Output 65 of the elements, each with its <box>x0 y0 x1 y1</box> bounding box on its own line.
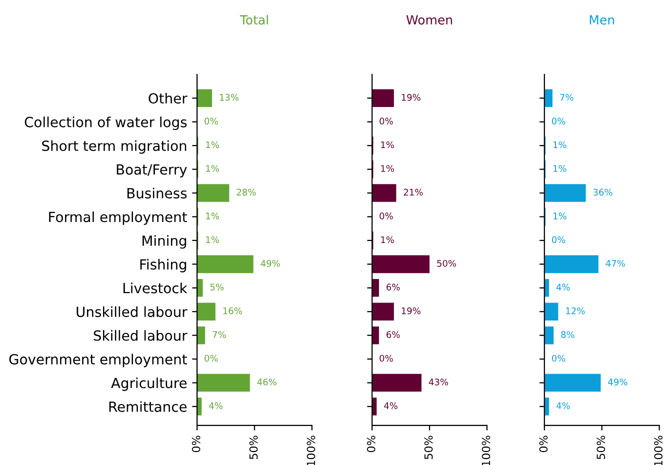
data-label: 8% <box>561 331 574 338</box>
data-label: 7% <box>560 94 574 101</box>
data-label: 49% <box>260 260 280 267</box>
data-label: 1% <box>381 236 394 244</box>
data-label: 28% <box>236 188 256 196</box>
y-tick-label: Business <box>127 188 187 198</box>
data-label: 43% <box>428 378 448 386</box>
y-tick-label: Government employment <box>9 354 188 368</box>
data-label: 4% <box>556 402 570 410</box>
y-tick-label: Formal employment <box>49 211 188 225</box>
data-label: 0% <box>552 354 566 362</box>
y-tick-label: Mining <box>142 235 186 249</box>
data-label: 1% <box>381 141 394 148</box>
x-tick-label: 0% <box>192 436 200 452</box>
y-tick-label: Unskilled labour <box>76 306 188 318</box>
data-label: 0% <box>204 354 218 362</box>
data-label: 0% <box>380 212 393 220</box>
data-label: 1% <box>554 141 566 148</box>
chart-title: Women <box>406 15 452 25</box>
data-label: 47% <box>606 260 625 267</box>
data-label: 6% <box>386 331 400 338</box>
data-label: 6% <box>386 284 400 291</box>
y-tick-label: Skilled labour <box>94 330 188 341</box>
data-label: 13% <box>220 94 239 101</box>
y-tick-label: Livestock <box>123 282 188 294</box>
y-tick-label: Short term migration <box>42 140 186 154</box>
y-tick-label: Boat/Ferry <box>116 164 187 178</box>
data-label: 4% <box>556 284 570 291</box>
data-label: 4% <box>209 402 222 410</box>
data-label: 7% <box>212 331 226 338</box>
data-label: 50% <box>437 260 456 267</box>
chart-title: Men <box>590 15 614 25</box>
x-tick-label: 50% <box>424 436 433 460</box>
data-label: 1% <box>554 165 566 172</box>
chart-title: Total <box>240 14 268 25</box>
data-label: 49% <box>608 378 628 386</box>
data-label: 36% <box>593 188 612 196</box>
data-label: 1% <box>206 212 219 220</box>
data-label: 5% <box>210 284 224 291</box>
x-tick-label: 50% <box>249 436 258 460</box>
data-label: 0% <box>552 118 566 124</box>
data-label: 1% <box>554 212 566 220</box>
x-tick-label: 0% <box>539 436 548 452</box>
x-tick-label: 50% <box>596 436 606 460</box>
y-tick-label: Collection of water logs <box>24 116 187 130</box>
data-label: 19% <box>402 307 420 314</box>
data-label: 1% <box>381 165 394 172</box>
data-label: 12% <box>566 307 585 314</box>
data-label: 0% <box>204 118 218 124</box>
x-tick-label: 0% <box>366 436 376 452</box>
data-label: 4% <box>384 402 398 410</box>
y-tick-label: Other <box>148 92 188 104</box>
y-tick-label: Fishing <box>140 258 186 272</box>
data-label: 1% <box>206 236 219 244</box>
data-label: 19% <box>402 94 420 101</box>
data-label: 1% <box>206 141 219 148</box>
data-label: 0% <box>552 236 566 244</box>
data-label: 0% <box>380 118 393 124</box>
y-tick-label: Remittance <box>109 401 187 412</box>
data-label: 16% <box>223 307 242 314</box>
y-tick-label: Agriculture <box>111 378 187 391</box>
data-label: 21% <box>404 188 423 196</box>
data-label: 46% <box>257 378 276 386</box>
data-label: 1% <box>206 165 219 172</box>
data-label: 0% <box>380 354 393 362</box>
